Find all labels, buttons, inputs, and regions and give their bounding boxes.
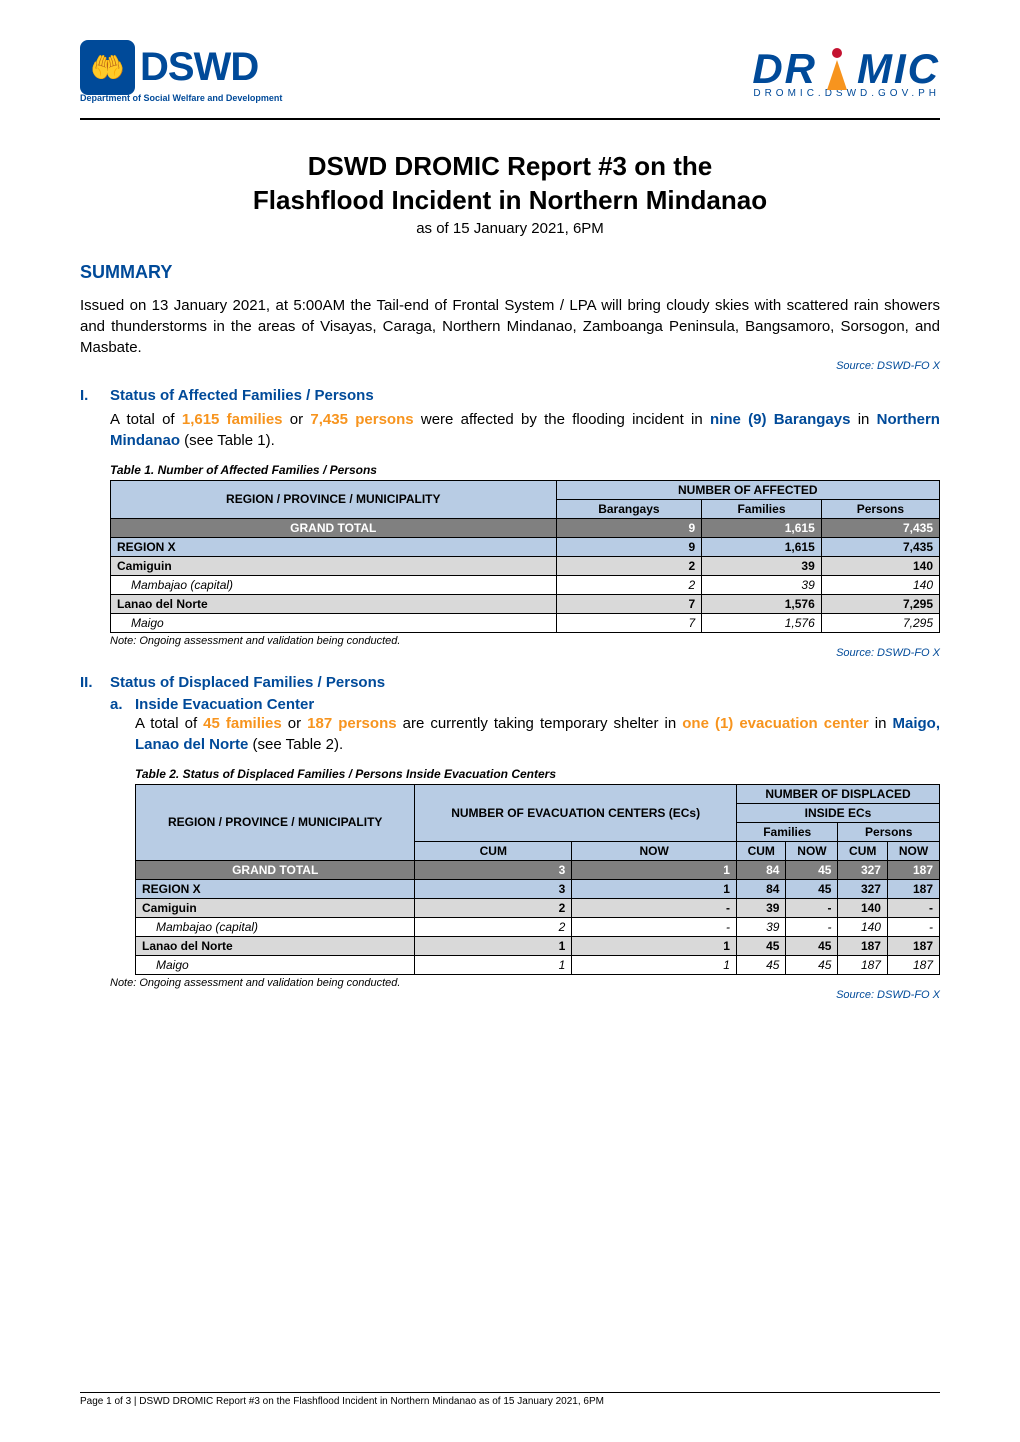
table-1-th-affected: NUMBER OF AFFECTED (556, 480, 939, 499)
section-2-heading: II. Status of Displaced Families / Perso… (80, 674, 940, 691)
affected-families: 1,615 families (182, 411, 283, 428)
table-1-th-per: Persons (821, 499, 939, 518)
table-row: Maigo 1 1 45 45 187 187 (136, 955, 940, 974)
table-row: Lanao del Norte 1 1 45 45 187 187 (136, 936, 940, 955)
table-2-source: Source: DSWD-FO X (80, 989, 940, 1001)
table-1-title: Table 1. Number of Affected Families / P… (80, 463, 940, 477)
affected-barangays: nine (9) Barangays (710, 411, 850, 428)
summary-text: Issued on 13 January 2021, at 5:00AM the… (80, 295, 940, 358)
table-row: Maigo 7 1,576 7,295 (111, 613, 940, 632)
footer-text: | DSWD DROMIC Report #3 on the Flashfloo… (131, 1396, 604, 1407)
footer-page: Page 1 of 3 (80, 1396, 131, 1407)
table-row: Mambajao (capital) 2 - 39 - 140 - (136, 917, 940, 936)
table-row: REGION X 9 1,615 7,435 (111, 537, 940, 556)
dromic-text-left: DR (752, 45, 817, 93)
table-row: Camiguin 2 - 39 - 140 - (136, 898, 940, 917)
dswd-hands-icon: 🤲 (80, 40, 135, 95)
table-row: GRAND TOTAL 9 1,615 7,435 (111, 518, 940, 537)
section-2a-title: Inside Evacuation Center (135, 696, 314, 713)
dromic-text-right: MIC (857, 45, 940, 93)
report-date: as of 15 January 2021, 6PM (80, 220, 940, 237)
page-footer: Page 1 of 3 | DSWD DROMIC Report #3 on t… (80, 1392, 940, 1407)
page-header: 🤲 DSWD Department of Social Welfare and … (80, 40, 940, 120)
evacuation-center-count: one (1) evacuation center (682, 715, 869, 732)
title-section: DSWD DROMIC Report #3 on the Flashflood … (80, 150, 940, 237)
table-1-note: Note: Ongoing assessment and validation … (80, 635, 940, 647)
table-1-th-brgy: Barangays (556, 499, 702, 518)
summary-source: Source: DSWD-FO X (80, 360, 940, 372)
table-row: Mambajao (capital) 2 39 140 (111, 575, 940, 594)
displaced-persons: 187 persons (307, 715, 396, 732)
section-2a-body: A total of 45 families or 187 persons ar… (80, 713, 940, 755)
section-1-roman: I. (80, 387, 110, 404)
table-2-note: Note: Ongoing assessment and validation … (80, 977, 940, 989)
section-1-body: A total of 1,615 families or 7,435 perso… (80, 409, 940, 451)
section-2a-heading: a. Inside Evacuation Center (80, 696, 940, 713)
dswd-text: DSWD (140, 45, 258, 90)
table-2: REGION / PROVINCE / MUNICIPALITY NUMBER … (135, 784, 940, 975)
table-2-title: Table 2. Status of Displaced Families / … (80, 767, 940, 781)
section-2-title: Status of Displaced Families / Persons (110, 674, 385, 691)
table-2-th-ec: NUMBER OF EVACUATION CENTERS (ECs) (415, 784, 737, 841)
section-2a-mark: a. (110, 696, 135, 713)
table-row: Camiguin 2 39 140 (111, 556, 940, 575)
summary-heading: SUMMARY (80, 262, 940, 283)
main-title-line1: DSWD DROMIC Report #3 on the (80, 150, 940, 184)
affected-persons: 7,435 persons (310, 411, 413, 428)
dswd-subtitle: Department of Social Welfare and Develop… (80, 93, 282, 103)
table-1-th-region: REGION / PROVINCE / MUNICIPALITY (111, 480, 557, 518)
displaced-families: 45 families (203, 715, 282, 732)
dswd-logo: 🤲 DSWD Department of Social Welfare and … (80, 40, 282, 103)
main-title-line2: Flashflood Incident in Northern Mindanao (80, 184, 940, 218)
section-1-title: Status of Affected Families / Persons (110, 387, 374, 404)
table-row: GRAND TOTAL 3 1 84 45 327 187 (136, 860, 940, 879)
table-row: REGION X 3 1 84 45 327 187 (136, 879, 940, 898)
table-1-source: Source: DSWD-FO X (80, 647, 940, 659)
table-row: Lanao del Norte 7 1,576 7,295 (111, 594, 940, 613)
dromic-logo: DR MIC DROMIC.DSWD.GOV.PH (752, 45, 940, 99)
section-1-heading: I. Status of Affected Families / Persons (80, 387, 940, 404)
table-1: REGION / PROVINCE / MUNICIPALITY NUMBER … (110, 480, 940, 633)
table-2-th-region: REGION / PROVINCE / MUNICIPALITY (136, 784, 415, 860)
section-2-roman: II. (80, 674, 110, 691)
table-2-th-disp: NUMBER OF DISPLACED (736, 784, 939, 803)
table-1-th-fam: Families (702, 499, 822, 518)
table-2-th-inside: INSIDE ECs (736, 803, 939, 822)
dromic-person-icon (819, 48, 855, 90)
